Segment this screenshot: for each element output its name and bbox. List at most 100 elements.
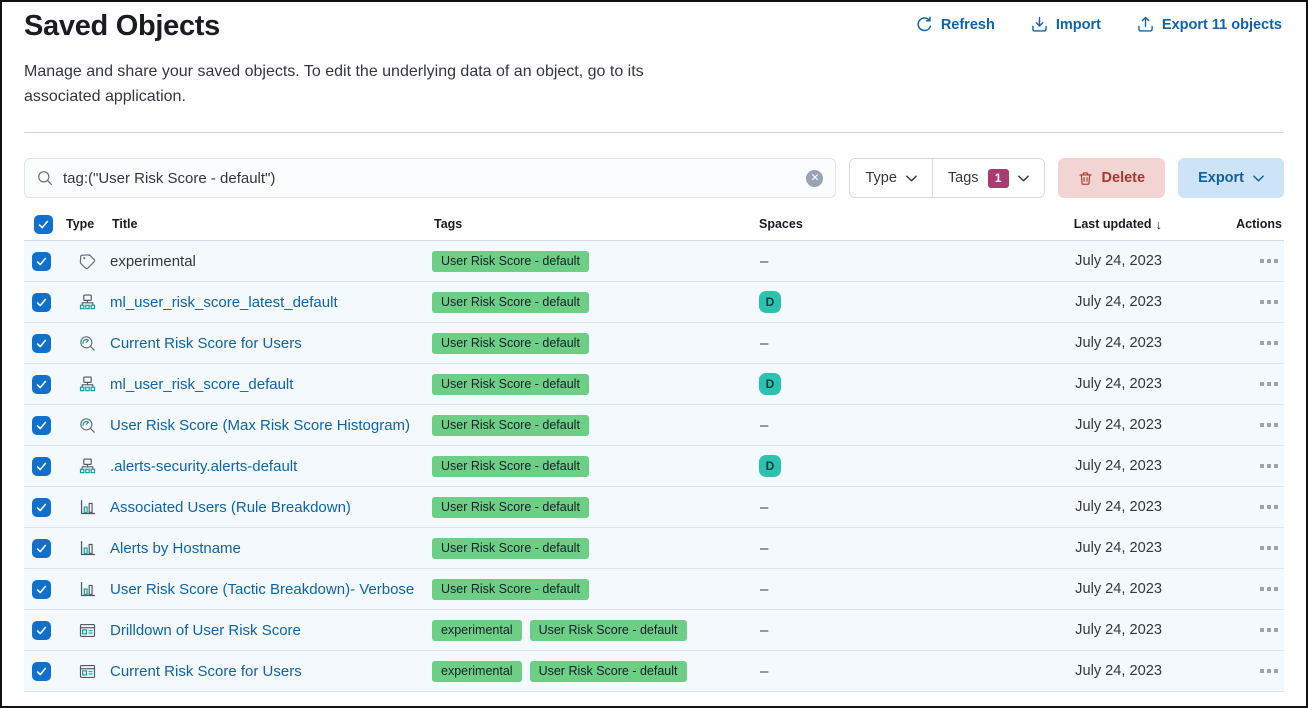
no-space-dash: –: [757, 253, 768, 270]
tag-icon: [64, 253, 110, 270]
table-row: ml_user_risk_score_latest_default User Ri…: [24, 282, 1284, 323]
row-actions-button[interactable]: [1260, 628, 1284, 632]
type-filter-button[interactable]: Type: [850, 159, 931, 197]
delete-button[interactable]: Delete: [1058, 158, 1166, 198]
row-checkbox[interactable]: [24, 334, 64, 353]
object-title-link[interactable]: User Risk Score (Max Risk Score Histogra…: [110, 417, 410, 434]
table-row: experimentalUser Risk Score - default–Ju…: [24, 241, 1284, 282]
row-actions-button[interactable]: [1260, 587, 1284, 591]
table-row: .alerts-security.alerts-default User Risk…: [24, 446, 1284, 487]
check-icon: [35, 337, 48, 350]
object-title-link[interactable]: Drilldown of User Risk Score: [110, 622, 301, 639]
row-actions-button[interactable]: [1260, 259, 1284, 263]
spaces-cell: –: [757, 335, 944, 352]
export-icon: [1137, 16, 1154, 33]
import-button[interactable]: Import: [1031, 16, 1101, 33]
tags-filter-label: Tags: [948, 170, 979, 186]
table-row: Drilldown of User Risk Score experimental…: [24, 610, 1284, 651]
clear-search-icon[interactable]: ✕: [806, 170, 823, 187]
row-actions-button[interactable]: [1260, 546, 1284, 550]
import-label: Import: [1056, 17, 1101, 33]
last-updated-value: July 24, 2023: [1075, 622, 1164, 638]
object-title-link[interactable]: .alerts-security.alerts-default: [110, 458, 297, 475]
tags-cell: User Risk Score - default: [432, 415, 757, 436]
tag-badge[interactable]: User Risk Score - default: [432, 374, 589, 395]
tag-badge[interactable]: User Risk Score - default: [530, 661, 687, 682]
row-checkbox[interactable]: [24, 416, 64, 435]
tag-badge[interactable]: experimental: [432, 620, 522, 641]
last-updated-value: July 24, 2023: [1075, 376, 1164, 392]
row-checkbox[interactable]: [24, 662, 64, 681]
object-title-link[interactable]: User Risk Score (Tactic Breakdown)- Verb…: [110, 581, 414, 598]
tag-badge[interactable]: User Risk Score - default: [432, 456, 589, 477]
last-updated-value: July 24, 2023: [1075, 540, 1164, 556]
tags-count-badge: 1: [988, 169, 1009, 188]
tags-filter-button[interactable]: Tags 1: [932, 159, 1044, 197]
tag-badge[interactable]: experimental: [432, 661, 522, 682]
row-actions-button[interactable]: [1260, 382, 1284, 386]
tag-badge[interactable]: User Risk Score - default: [432, 497, 589, 518]
lens-icon: [64, 540, 110, 557]
tag-badge[interactable]: User Risk Score - default: [432, 579, 589, 600]
row-actions-button[interactable]: [1260, 505, 1284, 509]
filter-group: Type Tags 1: [849, 158, 1044, 198]
column-header-tags: Tags: [432, 217, 757, 231]
row-checkbox[interactable]: [24, 621, 64, 640]
table-row: User Risk Score (Max Risk Score Histogra…: [24, 405, 1284, 446]
object-title-link[interactable]: Alerts by Hostname: [110, 540, 241, 557]
column-header-last-updated[interactable]: Last updated ↓: [1074, 217, 1164, 232]
row-actions-button[interactable]: [1260, 669, 1284, 673]
lens-icon: [64, 499, 110, 516]
object-title-link[interactable]: ml_user_risk_score_latest_default: [110, 294, 338, 311]
row-actions-button[interactable]: [1260, 300, 1284, 304]
object-title-link[interactable]: ml_user_risk_score_default: [110, 376, 293, 393]
refresh-icon: [916, 16, 933, 33]
table-header-row: Type Title Tags Spaces Last updated ↓ Ac…: [24, 208, 1284, 241]
no-space-dash: –: [757, 622, 768, 639]
select-all-checkbox[interactable]: [24, 215, 64, 234]
row-checkbox[interactable]: [24, 580, 64, 599]
refresh-button[interactable]: Refresh: [916, 16, 995, 33]
no-space-dash: –: [757, 540, 768, 557]
tags-cell: User Risk Score - default: [432, 251, 757, 272]
row-checkbox[interactable]: [24, 293, 64, 312]
row-checkbox[interactable]: [24, 375, 64, 394]
row-checkbox[interactable]: [24, 539, 64, 558]
tag-badge[interactable]: User Risk Score - default: [530, 620, 687, 641]
search-input[interactable]: [63, 170, 796, 187]
row-actions-button[interactable]: [1260, 423, 1284, 427]
row-checkbox[interactable]: [24, 498, 64, 517]
type-filter-label: Type: [865, 170, 896, 186]
row-actions-button[interactable]: [1260, 464, 1284, 468]
table-row: Current Risk Score for Users experimental…: [24, 651, 1284, 692]
search-icon: [37, 170, 53, 186]
check-icon: [35, 501, 48, 514]
object-title-link[interactable]: Current Risk Score for Users: [110, 335, 302, 352]
object-title-link[interactable]: Associated Users (Rule Breakdown): [110, 499, 351, 516]
tag-badge[interactable]: User Risk Score - default: [432, 292, 589, 313]
row-checkbox[interactable]: [24, 252, 64, 271]
spaces-cell: –: [757, 253, 944, 270]
last-updated-value: July 24, 2023: [1075, 335, 1164, 351]
export-all-button[interactable]: Export 11 objects: [1137, 16, 1282, 33]
space-badge: D: [759, 373, 781, 395]
page-title: Saved Objects: [24, 10, 220, 43]
transform-icon: [64, 294, 110, 311]
table-body: experimental User Risk Score - default – Ju…: [24, 241, 1284, 692]
header-divider: [24, 132, 1284, 133]
no-space-dash: –: [757, 581, 768, 598]
object-title-link[interactable]: Current Risk Score for Users: [110, 663, 302, 680]
row-checkbox[interactable]: [24, 457, 64, 476]
row-actions-button[interactable]: [1260, 341, 1284, 345]
sort-descending-icon: ↓: [1156, 217, 1163, 232]
export-selected-button[interactable]: Export: [1178, 158, 1284, 198]
no-space-dash: –: [757, 663, 768, 680]
tag-badge[interactable]: User Risk Score - default: [432, 251, 589, 272]
tag-badge[interactable]: User Risk Score - default: [432, 333, 589, 354]
dashboard-icon: [64, 663, 110, 680]
chevron-down-icon: [1253, 175, 1264, 182]
tag-badge[interactable]: User Risk Score - default: [432, 538, 589, 559]
tag-badge[interactable]: User Risk Score - default: [432, 415, 589, 436]
check-icon: [37, 218, 50, 231]
spaces-cell: –: [757, 581, 944, 598]
